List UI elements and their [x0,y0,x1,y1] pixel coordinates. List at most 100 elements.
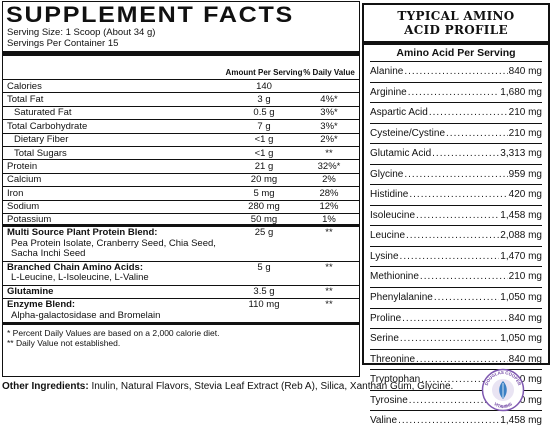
nutrient-name: Saturated Fat [14,107,72,119]
blend-daily-value: ** [325,299,333,311]
table-row: Sodium 280 mg 12% [3,201,359,214]
amino-name: Histidine [370,189,409,201]
amino-value: 1,458 mg [500,209,542,221]
nutrient-amount: 21 g [254,161,274,173]
blend-daily-value: ** [325,227,333,239]
amino-value: 840 mg [508,353,542,365]
blend-amount: 3.5 g [253,285,275,297]
nutrient-amount: 7 g [257,120,271,132]
list-item: Isoleucine 1,458 mg [370,206,542,227]
column-headers: Amount Per Serving % Daily Value [3,56,359,80]
amino-acid-profile-panel: TYPICAL AMINO ACID PROFILE Amino Acid Pe… [362,3,550,426]
amino-value: 1,470 mg [500,250,542,262]
blend-amount: 110 mg [248,299,280,311]
amino-value: 959 mg [508,168,542,180]
amino-value: 210 mg [508,127,542,139]
amino-name: Arginine [370,86,407,98]
table-row: Branched Chain Amino Acids: L-Leucine, L-… [3,262,359,286]
nutrient-rows: Calories 140 Total Fat 3 g 4%* Saturated Fat 0… [3,80,359,228]
amino-title-line1: TYPICAL AMINO [397,9,515,23]
table-row: Total Fat 3 g 4%* [3,93,359,107]
nutrient-amount: 5 mg [253,187,275,199]
blend-name: Multi Source Plant Protein Blend: [7,227,158,239]
nutrient-name: Total Sugars [14,147,67,159]
blend-amount: 5 g [257,261,271,273]
amino-list: Alanine 840 mg Arginine 1,680 mg Aspartic Ac… [370,62,542,431]
amino-value: 1,458 mg [500,415,542,427]
blend-rows: Multi Source Plant Protein Blend: Pea Pro… [3,227,359,326]
nutrient-daily-value: 3%* [320,120,338,132]
nutrient-amount: 20 mg [250,174,278,186]
table-row: Total Carbohydrate 7 g 3%* [3,120,359,134]
dot-leader [402,309,508,328]
list-item: Serine 1,050 mg [370,329,542,350]
list-item: Leucine 2,088 mg [370,226,542,247]
nutrient-name: Iron [7,187,24,199]
amino-value: 1,050 mg [500,292,542,304]
nutrient-name: Sodium [7,201,40,213]
nutrient-daily-value: 28% [319,187,339,199]
table-row: Enzyme Blend: Alpha-galactosidase and Bro… [3,299,359,326]
amino-name: Leucine [370,230,406,242]
table-row: Glutamine 3.5 g ** [3,286,359,300]
nutrient-name: Calcium [7,174,42,186]
nutrient-daily-value: 1% [322,213,336,225]
amino-name: Aspartic Acid [370,107,428,119]
dot-leader [400,247,500,266]
dot-leader [432,144,499,163]
nutrient-daily-value: 4%* [320,94,338,106]
blend-name: Enzyme Blend: [7,299,76,311]
nutrient-daily-value: 3%* [320,107,338,119]
amino-value: 1,050 mg [500,333,542,345]
amino-name: Glutamic Acid [370,148,432,160]
nutrient-amount: 3 g [257,94,271,106]
amino-value: 1,680 mg [500,86,542,98]
dot-leader [406,226,499,245]
list-item: Arginine 1,680 mg [370,83,542,104]
amino-value: 840 mg [508,394,542,406]
blend-description: L-Leucine, L-Isoleucine, L-Valine [11,272,149,284]
amino-name: Cysteine/Cystine [370,127,446,139]
amino-value: 210 mg [508,107,542,119]
nutrient-daily-value: ** [325,147,333,159]
table-row: Protein 21 g 32%* [3,160,359,174]
amino-name: Serine [370,333,399,345]
list-item: Methionine 210 mg [370,267,542,289]
supplement-facts-title: SUPPLEMENT FACTS [6,2,294,27]
amino-value: 840 mg [508,66,542,77]
blend-description: Pea Protein Isolate, Cranberry Seed, Chi… [11,237,216,260]
blend-daily-value: ** [325,285,333,297]
amino-value: 210 mg [508,374,542,386]
list-item: Proline 840 mg [370,309,542,330]
amino-name: Alanine [370,66,404,77]
amino-name: Tyrosine [370,394,408,406]
list-item: Histidine 420 mg [370,185,542,206]
list-item: Alanine 840 mg [370,62,542,83]
other-ingredients-label: Other Ingredients: [2,381,89,392]
supplement-facts-panel: SUPPLEMENT FACTS Serving Size: 1 Scoop (… [2,1,360,377]
servings-per-container: Servings Per Container 15 [7,38,119,49]
amino-name: Phenylalanine [370,292,433,304]
dot-leader [398,411,499,430]
amino-value: 420 mg [508,189,542,201]
nutrient-amount: <1 g [254,147,274,159]
brand-logo: DOUGLAS COOPER VITAMINS [481,368,525,412]
table-row: Total Sugars <1 g ** [3,147,359,161]
nutrient-name: Total Fat [7,94,44,106]
list-item: Glutamic Acid 3,313 mg [370,144,542,165]
nutrient-name: Potassium [7,213,52,225]
amino-profile-title: TYPICAL AMINO ACID PROFILE [370,5,542,37]
list-item: Glycine 959 mg [370,165,542,186]
nutrient-name: Dietary Fiber [14,134,69,146]
amino-name: Glycine [370,168,404,180]
dot-leader [408,83,500,102]
nutrient-amount: <1 g [254,134,274,146]
dot-leader [404,62,507,81]
nutrient-name: Protein [7,161,38,173]
dot-leader [416,350,508,369]
amino-name: Proline [370,312,402,324]
logo-text-bottom: VITAMINS [493,401,513,409]
table-row: Calories 140 [3,80,359,94]
list-item: Aspartic Acid 210 mg [370,103,542,124]
nutrient-amount: 280 mg [248,201,280,213]
